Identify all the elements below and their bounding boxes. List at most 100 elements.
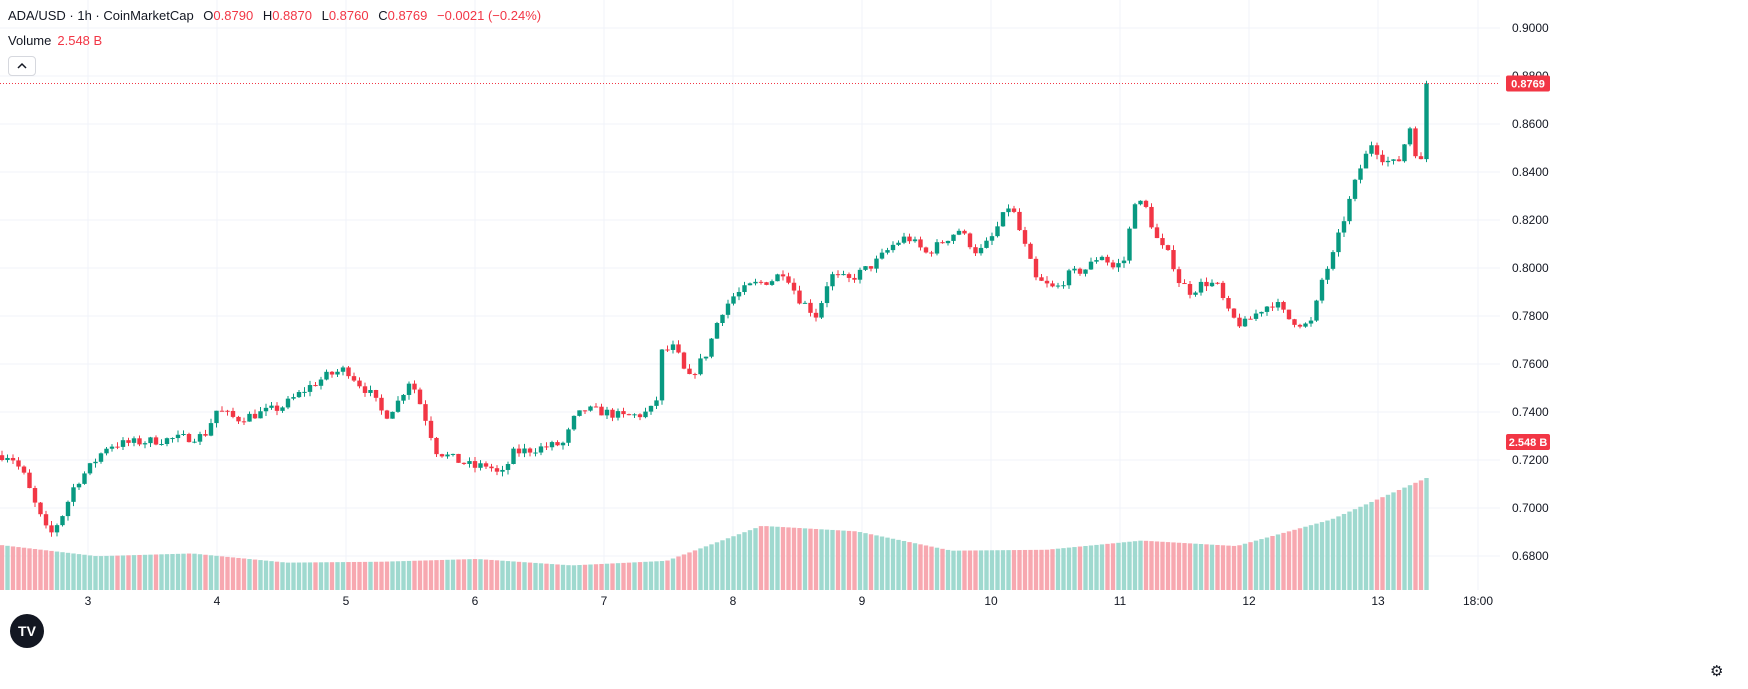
volume-bar: [1121, 542, 1127, 590]
volume-bar: [709, 544, 714, 590]
price-label: 0.8769: [1511, 78, 1545, 90]
candle-body: [131, 438, 137, 443]
volume-bar: [1022, 549, 1028, 590]
candle-body: [1072, 268, 1077, 271]
volume-bar: [687, 552, 692, 590]
volume-bar: [819, 529, 824, 590]
candle-body: [758, 281, 764, 283]
volume-bar: [1055, 548, 1061, 590]
change-value: −0.0021 (−0.24%): [437, 8, 542, 23]
volume-bar: [1253, 540, 1259, 590]
candle-body: [1066, 270, 1072, 286]
candle-body: [439, 454, 445, 457]
volume-bar: [1154, 541, 1160, 590]
candle-body: [1237, 317, 1242, 327]
candle-body: [841, 274, 846, 276]
candle-body: [109, 446, 115, 449]
volume-bar: [1325, 520, 1330, 590]
candle-body: [357, 380, 362, 387]
volume-bar: [21, 547, 27, 590]
candle-body: [1385, 160, 1391, 163]
candle-body: [137, 438, 142, 445]
volume-bar: [214, 555, 219, 590]
candle-body: [659, 349, 665, 401]
volume-bar: [1209, 544, 1215, 590]
volume-bar: [76, 554, 82, 590]
volume-bar: [1171, 542, 1176, 590]
volume-bar: [885, 537, 890, 590]
y-tick-label: 0.7600: [1512, 357, 1549, 371]
volume-bar: [973, 550, 978, 590]
candle-body: [1044, 280, 1050, 284]
volume-bar: [852, 531, 857, 590]
candle-body: [1407, 128, 1413, 145]
candle-body: [142, 443, 148, 445]
candle-body: [307, 385, 313, 392]
volume-bar: [1033, 549, 1039, 590]
collapse-legend-button[interactable]: [8, 56, 36, 76]
volume-bar: [203, 554, 208, 590]
volume-bar: [269, 561, 274, 590]
volume-bar: [1160, 541, 1165, 590]
candle-body: [692, 374, 698, 376]
tradingview-logo-icon[interactable]: TV: [10, 614, 44, 648]
candle-body: [846, 274, 852, 278]
candle-body: [989, 236, 995, 241]
candle-body: [901, 236, 907, 243]
candle-body: [126, 440, 131, 443]
volume-bar: [384, 561, 390, 590]
candle-body: [571, 415, 577, 430]
volume-bar: [1385, 494, 1391, 590]
candle-body: [1088, 261, 1094, 270]
volume-bar: [824, 529, 830, 590]
candle-body: [1022, 230, 1028, 244]
volume-bar: [1319, 522, 1325, 590]
open-label: O: [203, 8, 214, 23]
volume-bar: [472, 559, 478, 590]
candle-body: [984, 240, 989, 248]
volume-bar: [1374, 499, 1380, 590]
volume-bar: [797, 528, 802, 590]
volume-bar: [522, 562, 527, 590]
candle-body: [43, 514, 49, 526]
candle-body: [786, 276, 791, 283]
volume-legend[interactable]: Volume 2.548 B: [8, 33, 102, 48]
volume-bar: [379, 561, 384, 590]
candle-body: [830, 274, 835, 287]
candle-body: [10, 457, 16, 461]
high-label: H: [262, 8, 273, 23]
volume-bar: [1182, 543, 1187, 590]
price-label-box: [1506, 75, 1550, 92]
volume-bar: [846, 530, 852, 590]
volume-bar: [742, 532, 747, 590]
volume-bar: [417, 560, 423, 590]
volume-bar: [351, 561, 357, 590]
volume-bar: [934, 547, 940, 590]
candle-body: [824, 286, 830, 304]
high-value: 0.8870: [272, 8, 312, 23]
candle-body: [395, 400, 401, 412]
candle-body: [681, 352, 687, 369]
volume-bar: [153, 554, 159, 590]
volume-bar: [1308, 525, 1314, 590]
volume-bar: [16, 547, 21, 590]
volume-bar: [236, 557, 241, 590]
candle-body: [76, 483, 82, 488]
candle-body: [461, 462, 467, 464]
gear-icon[interactable]: ⚙: [1710, 663, 1724, 680]
low-label: L: [321, 8, 329, 23]
candle-body: [1193, 292, 1198, 295]
candle-body: [863, 266, 868, 270]
candle-body: [1017, 211, 1022, 231]
candle-body: [1105, 256, 1110, 263]
candle-body: [1220, 282, 1226, 299]
symbol-title[interactable]: ADA/USD · 1h · CoinMarketCap: [8, 8, 194, 23]
candle-body: [599, 406, 604, 416]
volume-bar: [1264, 537, 1270, 590]
volume-bar: [164, 554, 170, 590]
candle-body: [417, 389, 423, 405]
volume-bar: [780, 527, 786, 590]
candle-body: [1402, 144, 1407, 162]
